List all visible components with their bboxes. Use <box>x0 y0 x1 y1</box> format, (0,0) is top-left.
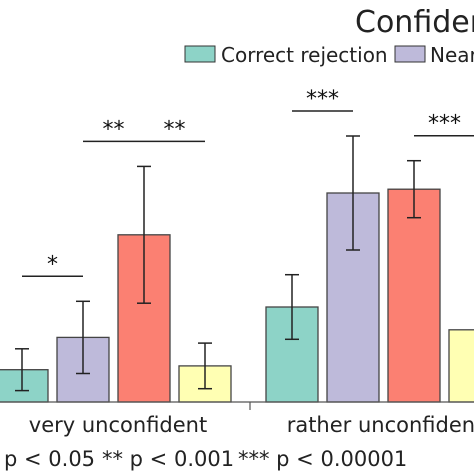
significance-label: *** <box>428 112 461 137</box>
significance-label: ** <box>103 117 125 142</box>
plot-area: *** ******** <box>0 87 474 403</box>
significance-label: ** <box>164 117 186 142</box>
footnote-p000001: *** p < 0.00001 <box>238 447 407 471</box>
category-label-very-unconfident: very unconfident <box>29 413 207 437</box>
legend-label-correct-rejection: Correct rejection <box>221 43 388 67</box>
legend-title: Confiden <box>355 5 474 40</box>
significance-label: * <box>47 252 58 277</box>
footnote-p005: p < 0.05 <box>4 447 95 471</box>
legend-label-near: Near <box>430 43 474 67</box>
bar <box>0 369 49 403</box>
bar <box>448 329 474 403</box>
significance-footnote: p < 0.05 ** p < 0.001 *** p < 0.00001 <box>4 447 407 471</box>
bar <box>387 188 441 403</box>
category-label-rather-unconfident: rather unconfident <box>287 413 474 437</box>
legend: Confiden Correct rejection Near <box>184 5 474 67</box>
legend-swatch-near <box>394 45 426 63</box>
significance-label: *** <box>306 87 339 112</box>
footnote-p0001: ** p < 0.001 <box>102 447 234 471</box>
legend-swatch-correct-rejection <box>184 45 216 63</box>
